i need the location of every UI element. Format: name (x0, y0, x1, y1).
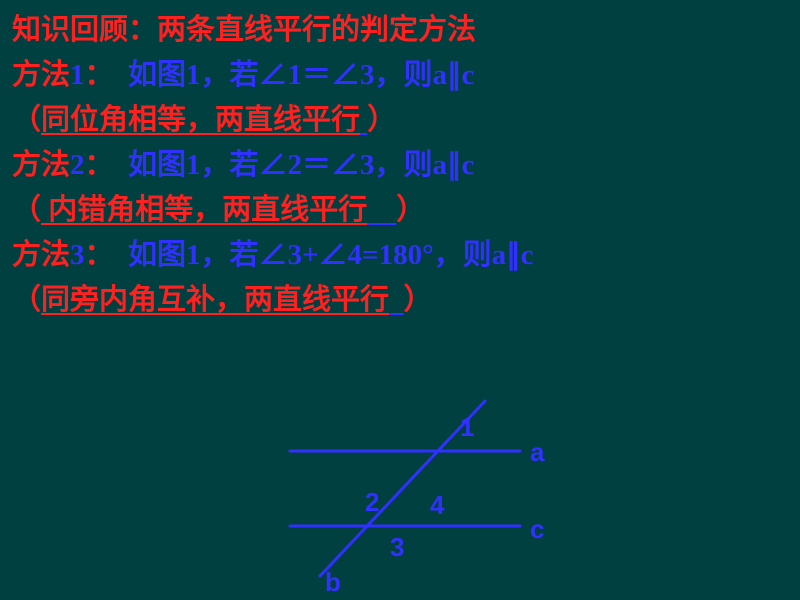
angle-4: 4 (430, 490, 445, 520)
method-2-colon: ： (85, 149, 114, 181)
label-a: a (530, 437, 545, 467)
method-1-condition: 如图1，若∠1＝∠3，则a∥c (128, 59, 474, 91)
method-1: 方法1： 如图1，若∠1＝∠3，则a∥c (12, 53, 788, 98)
method-2-condition: 如图1，若∠2＝∠3，则a∥c (128, 149, 474, 181)
method-1-num: 1 (70, 59, 85, 91)
paren-open: （ (12, 284, 41, 316)
method-2: 方法2： 如图1，若∠2＝∠3，则a∥c (12, 143, 788, 188)
paren-close: ） (367, 104, 396, 136)
paren-close: ） (396, 194, 425, 226)
method-1-colon: ： (85, 59, 114, 91)
method-3: 方法3： 如图1，若∠3+∠4=180°，则a∥c (12, 233, 788, 278)
method-1-rule-line: （同位角相等，两直线平行 ） (12, 98, 788, 143)
angle-2: 2 (365, 487, 379, 517)
slide-title: 知识回顾：两条直线平行的判定方法 (12, 8, 788, 53)
geometry-diagram: a c b 1 2 3 4 (230, 396, 610, 596)
method-3-colon: ： (85, 239, 114, 271)
slide-content: 知识回顾：两条直线平行的判定方法 方法1：如图1，若∠1＝∠3，则a∥c （同位… (0, 0, 800, 323)
method-3-rule: 同旁内角互补，两直线平行 (41, 284, 389, 316)
rule-pad (389, 284, 404, 316)
method-2-rule: 内错角相等，两直线平行 (41, 194, 367, 226)
angle-3: 3 (390, 532, 404, 562)
method-3-condition: 如图1，若∠3+∠4=180°，则a∥c (128, 239, 534, 271)
angle-1: 1 (460, 412, 474, 442)
paren-open: （ (12, 194, 41, 226)
method-2-num: 2 (70, 149, 85, 181)
label-c: c (530, 514, 544, 544)
method-2-rule-line: （ 内错角相等，两直线平行 ） (12, 188, 788, 233)
method-3-rule-line: （同旁内角互补，两直线平行 ） (12, 278, 788, 323)
method-3-num: 3 (70, 239, 85, 271)
method-3-label: 方法 (12, 239, 70, 271)
paren-open: （ (12, 104, 41, 136)
paren-close: ） (404, 284, 433, 316)
label-b: b (325, 567, 341, 596)
method-1-rule: 同位角相等，两直线平行 (41, 104, 360, 136)
method-2-label: 方法 (12, 149, 70, 181)
rule-pad (367, 194, 396, 226)
method-1-label: 方法 (12, 59, 70, 91)
